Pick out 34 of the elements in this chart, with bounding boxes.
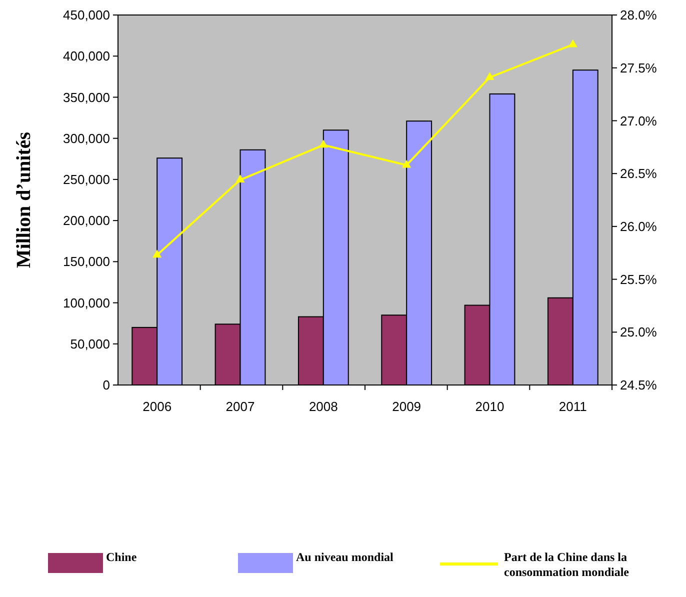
y-tick-label: 200,000 — [63, 213, 110, 228]
x-tick-label: 2008 — [308, 399, 338, 414]
point — [402, 160, 412, 168]
y-tick-label: 400,000 — [63, 48, 110, 64]
y2-tick-label: 27.5% — [620, 60, 658, 76]
point — [236, 174, 245, 183]
y2-tick-label: 28.0% — [620, 8, 658, 23]
y-axis-title: Million d’unités — [13, 132, 35, 268]
y2-tick-label: 27.0% — [620, 113, 658, 128]
legend-label: Part de la Chine dans la consommation mondiale — [504, 550, 630, 579]
y-tick-label: 150,000 — [63, 254, 110, 270]
x-tick-label: 2009 — [392, 399, 422, 414]
x-tick-label: 2011 — [558, 399, 587, 414]
y2-tick-label: 25.0% — [620, 324, 658, 340]
x-tick-label: 2007 — [226, 399, 255, 414]
point — [485, 72, 494, 80]
y2-tick-label: 24.5% — [620, 378, 658, 393]
y-tick-label: 250,000 — [63, 172, 110, 187]
point — [568, 39, 578, 48]
x-tick-label: 2006 — [142, 399, 172, 414]
y-tick-label: 450,000 — [63, 8, 110, 23]
y-tick-label: 100,000 — [63, 295, 110, 310]
legend-label: Chine — [106, 550, 138, 564]
y-tick-label: 50,000 — [70, 336, 110, 352]
y-tick-label: 300,000 — [63, 130, 110, 146]
y2-tick-label: 26.0% — [620, 218, 658, 234]
legend-label: Au niveau mondial — [296, 550, 394, 564]
point — [152, 250, 162, 258]
y-tick-label: 0 — [102, 378, 110, 393]
x-tick-label: 2010 — [475, 399, 504, 414]
y-tick-label: 350,000 — [63, 90, 110, 105]
y2-tick-label: 25.5% — [620, 272, 658, 287]
y2-tick-label: 26.5% — [620, 166, 658, 182]
point — [318, 140, 328, 148]
